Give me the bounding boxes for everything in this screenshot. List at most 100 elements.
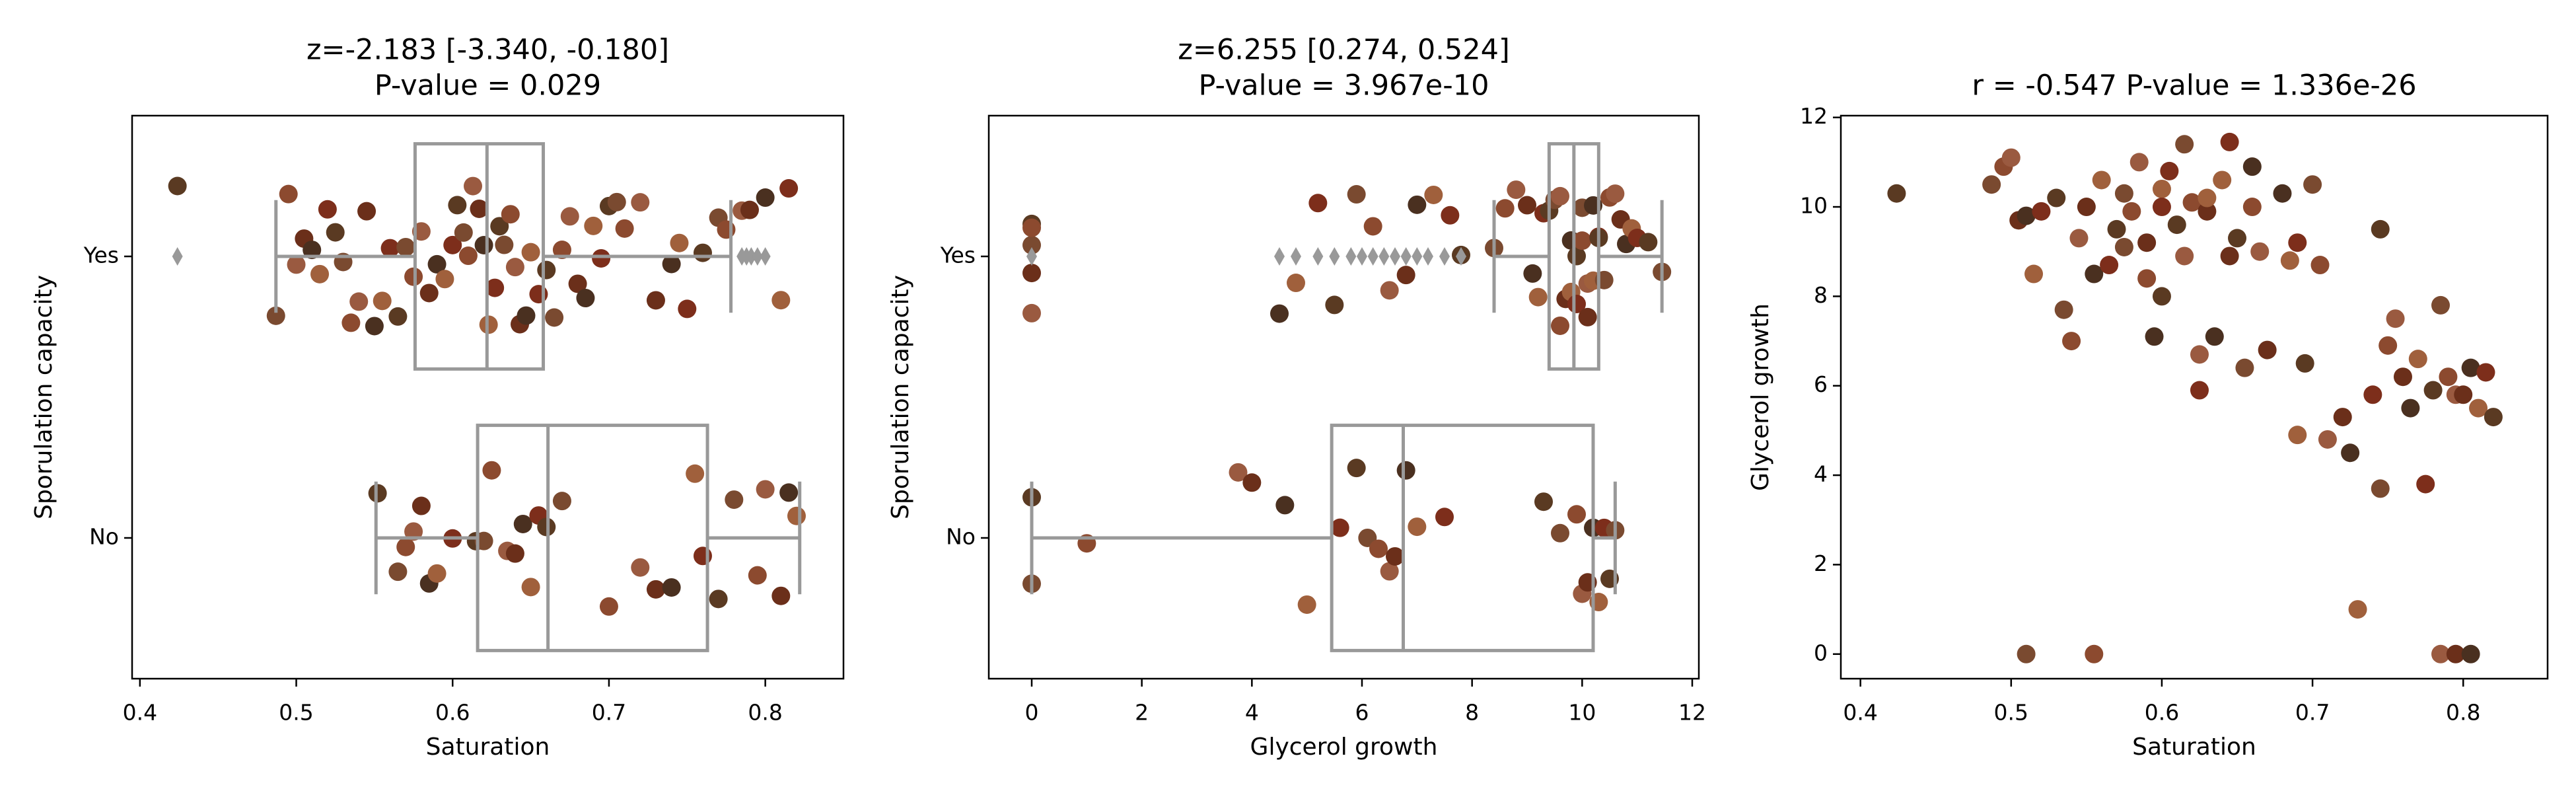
scatter-point (2288, 233, 2307, 252)
strip-point (1308, 194, 1328, 213)
strip-point (388, 307, 408, 326)
flier (752, 247, 763, 266)
strip-point (1380, 562, 1399, 581)
scatter-point (2379, 336, 2398, 355)
strip-point (1567, 505, 1586, 524)
x-tick-label: 0.5 (279, 700, 313, 726)
scatter-point (2273, 184, 2292, 203)
scatter-point (2085, 644, 2104, 663)
strip-point (568, 274, 587, 293)
strip-point (709, 589, 728, 609)
scatter-point (2175, 246, 2194, 266)
strip-point (576, 289, 595, 308)
scatter-point (2408, 350, 2427, 369)
strip-point (599, 597, 618, 616)
strip-point (482, 461, 501, 480)
axes-frame (1840, 114, 2549, 680)
strip-point (505, 544, 524, 563)
strip-point (1347, 185, 1366, 204)
scatter-point (2258, 340, 2277, 359)
x-tick-label: 0.8 (2446, 700, 2480, 726)
strip-point (1639, 233, 1658, 252)
strip-point (1507, 180, 1526, 200)
scatter-point (2137, 269, 2157, 288)
x-tick-label: 0.7 (592, 700, 626, 726)
scatter-point (2484, 408, 2503, 427)
strip-point (1495, 199, 1515, 218)
strip-point (717, 220, 736, 239)
strip-point (771, 586, 791, 605)
scatter-point (2318, 430, 2337, 449)
scatter-point (2461, 358, 2480, 377)
strip-point (404, 522, 423, 541)
strip-point (464, 176, 483, 196)
flier (1357, 247, 1367, 266)
x-tick-label: 12 (1678, 700, 1706, 726)
strip-point (529, 285, 548, 304)
strip-point (1534, 492, 1553, 511)
scatter-point (2077, 198, 2096, 217)
y-tick-label: 6 (1814, 371, 1828, 397)
strip-point (1551, 186, 1569, 206)
strip-point (266, 306, 285, 325)
strip-point (686, 464, 705, 483)
scatter-point (2175, 135, 2194, 154)
scatter-point (2242, 157, 2262, 176)
scatter-point (2295, 354, 2314, 373)
strip-point (1022, 303, 1041, 322)
strip-point (646, 291, 665, 310)
x-tick-label: 4 (1245, 700, 1259, 726)
flier (746, 247, 757, 266)
scatter-point (2348, 600, 2367, 619)
x-tick-label: 6 (1355, 700, 1369, 726)
scatter-point (2137, 233, 2157, 252)
strip-point (1551, 316, 1569, 335)
strip-point (470, 199, 489, 218)
strip-point (318, 200, 337, 219)
strip-point (396, 237, 415, 256)
strip-point (490, 217, 509, 236)
scatter-point (2250, 242, 2270, 261)
strip-point (448, 196, 467, 215)
x-tick-label: 2 (1135, 700, 1149, 726)
y-tick-label: Yes (940, 243, 976, 268)
strip-point (1578, 307, 1597, 326)
flier (1367, 247, 1378, 266)
strip-point (427, 564, 447, 583)
scatter-point (2122, 202, 2141, 221)
strip-point (1022, 264, 1041, 283)
flier (760, 247, 771, 266)
strip-point (1408, 195, 1427, 214)
strip-point (427, 254, 447, 274)
axes-frame (131, 114, 845, 680)
strip-point (1573, 231, 1592, 250)
scatter-point (2454, 385, 2473, 404)
y-axis-label: Glycerol growth (1747, 303, 1774, 491)
y-tick-label: No (89, 524, 119, 550)
y-tick-label: 8 (1814, 282, 1828, 308)
scatter-point (2182, 193, 2201, 212)
chart-title: z=-2.183 [-3.340, -0.180] (306, 34, 669, 67)
strip-point (662, 254, 681, 274)
scatter-point (2288, 426, 2307, 445)
scatter-point (2333, 408, 2352, 427)
strip-point (1551, 523, 1569, 543)
scatter-point (2213, 170, 2232, 190)
strip-point (1523, 264, 1542, 283)
scatter-point (2032, 202, 2051, 221)
scatter-point (2129, 153, 2149, 172)
strip-point (725, 490, 744, 510)
x-tick-label: 0.4 (1843, 700, 1877, 726)
strip-point (287, 255, 306, 274)
strip-point (474, 236, 493, 255)
x-tick-label: 0.5 (1994, 700, 2028, 726)
flier (1456, 247, 1466, 266)
flier (172, 247, 183, 266)
chart-title: r = -0.547 P-value = 1.336e-26 (1972, 69, 2416, 102)
strip-point (756, 480, 775, 499)
x-tick-label: 8 (1465, 700, 1479, 726)
strip-point (1347, 459, 1366, 478)
strip-point (779, 483, 799, 502)
